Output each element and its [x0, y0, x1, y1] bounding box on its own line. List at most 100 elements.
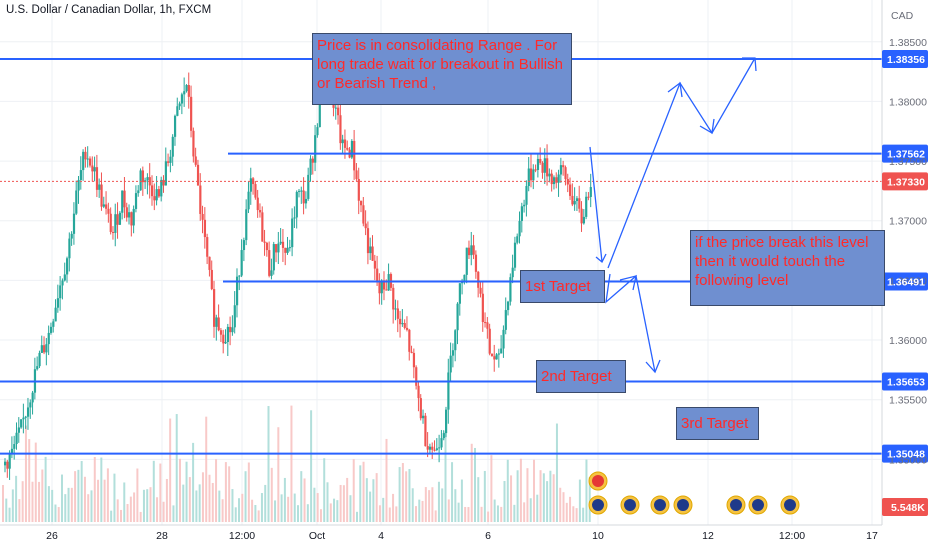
consolidation-note[interactable]: Price is in consolidating Range . For lo… — [312, 33, 572, 105]
candle-body — [93, 167, 96, 172]
volume-bar — [70, 487, 73, 522]
currency-label: CAD — [891, 10, 914, 22]
candle-body — [360, 200, 363, 206]
volume-bar — [146, 489, 149, 522]
candle-body — [486, 322, 489, 329]
candle-body — [543, 158, 546, 173]
candle-body — [474, 254, 478, 272]
target3-label[interactable]: 3rd Target — [676, 407, 759, 440]
candle-body — [481, 293, 484, 323]
volume-bar — [224, 462, 227, 522]
candle-body — [353, 140, 356, 171]
volume-bar — [11, 489, 14, 522]
volume-bar — [342, 485, 345, 522]
volume-bar — [182, 484, 185, 522]
price-tag-1.37562: 1.37562 — [887, 149, 925, 161]
candle-body — [426, 446, 429, 450]
volume-bar — [546, 481, 549, 522]
volume-bar — [34, 442, 37, 522]
candle-body — [380, 280, 383, 294]
candle-body — [281, 241, 285, 248]
candle-body — [433, 449, 436, 451]
candle-body — [224, 341, 227, 344]
volume-bar — [208, 474, 211, 522]
y-tick-label: 1.37000 — [889, 216, 927, 228]
candle-body — [56, 298, 60, 308]
candle-body — [43, 345, 46, 353]
candle-body — [465, 247, 468, 275]
x-tick-label: 4 — [378, 530, 384, 542]
volume-bar — [260, 493, 263, 522]
candle-body — [173, 115, 177, 137]
volume-bar — [346, 477, 349, 522]
volume-bar — [162, 501, 165, 522]
volume-bar — [444, 431, 447, 522]
candle-body — [539, 158, 542, 163]
candle-body — [247, 191, 250, 210]
volume-bar — [447, 499, 450, 522]
candle-body — [316, 127, 319, 136]
candle-body — [300, 190, 303, 192]
candle-body — [238, 275, 241, 277]
volume-bar — [139, 511, 142, 522]
target2-label[interactable]: 2nd Target — [536, 360, 626, 393]
candle-body — [15, 432, 18, 445]
candle-body — [355, 170, 358, 179]
candle-body — [580, 208, 583, 224]
volume-bar — [290, 405, 293, 522]
candle-body — [525, 186, 528, 205]
candle-body — [194, 156, 197, 165]
volume-bar — [61, 474, 63, 522]
candle-body — [552, 177, 556, 185]
candle-body — [564, 167, 567, 180]
candle-body — [137, 190, 140, 194]
volume-bar — [198, 484, 201, 522]
volume-bar — [401, 463, 404, 522]
volume-bar — [365, 478, 368, 522]
candle-body — [573, 201, 576, 205]
x-tick-label: 12:00 — [229, 530, 255, 542]
candle-body — [111, 231, 115, 233]
candle-body — [63, 274, 66, 281]
candle-body — [242, 240, 246, 251]
candle-body — [442, 433, 445, 439]
y-tick-label: 1.36500 — [889, 275, 927, 287]
volume-bar — [523, 502, 526, 522]
candle-body — [484, 322, 487, 324]
candle-body — [399, 318, 402, 325]
volume-bar — [113, 473, 116, 522]
candle-body — [309, 158, 312, 175]
event-flag-icon-inner — [730, 499, 742, 511]
volume-bar — [352, 459, 355, 522]
volume-bar — [5, 498, 8, 522]
candle-body — [412, 352, 416, 368]
volume-bar — [323, 458, 326, 522]
candle-body — [410, 351, 413, 353]
volume-bar — [228, 466, 231, 522]
candle-body — [164, 161, 167, 186]
volume-bar — [165, 478, 168, 522]
volume-bar — [496, 505, 499, 522]
candle-body — [438, 447, 441, 449]
volume-bar — [372, 479, 375, 522]
candle-body — [569, 184, 572, 196]
candle-body — [70, 233, 73, 239]
candle-body — [114, 214, 117, 233]
volume-bar — [188, 477, 191, 522]
y-tick-label: 1.35500 — [889, 395, 927, 407]
candle-body — [38, 352, 41, 367]
current-price-tag: 1.37330 — [887, 176, 925, 188]
volume-bar — [415, 506, 417, 522]
candle-body — [378, 282, 381, 294]
volume-bar — [142, 489, 145, 522]
volume-bar — [64, 494, 67, 522]
target1-label[interactable]: 1st Target — [520, 270, 605, 303]
volume-bar — [169, 418, 172, 522]
price-tag-bg — [882, 444, 928, 463]
candle-body — [470, 245, 473, 256]
chart-title: U.S. Dollar / Canadian Dollar, 1h, FXCM — [6, 4, 212, 16]
breakout-note[interactable]: if the price break this level then it wo… — [690, 230, 885, 306]
candle-body — [134, 193, 138, 209]
volume-bar — [526, 468, 529, 522]
volume-bar — [424, 487, 427, 522]
